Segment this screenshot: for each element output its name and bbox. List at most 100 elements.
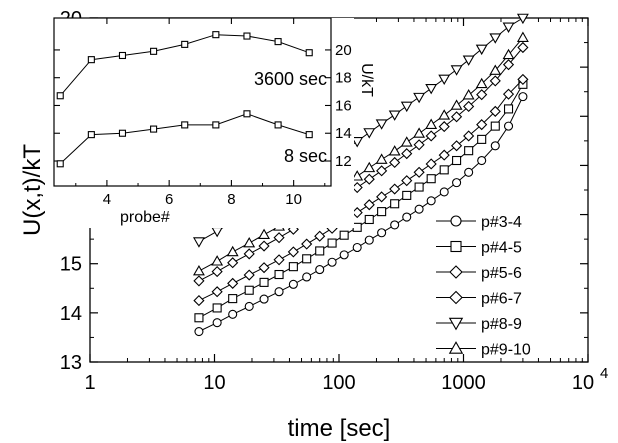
data-point [351,170,364,181]
legend-label: p#3-4 [481,214,522,231]
data-point [339,250,349,260]
data-point [477,134,487,144]
inset-series-3600-sec [56,31,313,100]
data-point [212,318,222,328]
inset-data-point [56,160,64,168]
data-point [288,279,298,289]
series-p5-6 [193,73,529,307]
legend: p#3-4 p#4-5 p#5-6 p#6-7 p#8-9 p#9-10 [436,214,531,359]
data-point [503,121,514,131]
inset-data-point [56,92,64,100]
data-point [516,31,529,42]
data-point [476,89,488,101]
data-point [192,237,205,248]
data-point [490,121,500,131]
inset-data-point [243,110,251,118]
inset-x-axis: 4 6 8 10 [75,18,326,208]
main-x-axis: 1 10 100 1000 10 4 [84,18,608,394]
inset-x-tick-label: 6 [165,191,173,208]
data-point [352,242,362,253]
data-point [464,167,474,177]
inset-data-point [305,49,313,57]
inset-data-point [150,125,158,133]
data-point [258,240,270,252]
inset-chart: 4 6 8 10 12 14 16 18 20 probe# U/kT 3600 sec 8 … [53,17,375,228]
x-axis-title: time [sec] [288,415,391,442]
data-point [244,285,254,295]
legend-marker [450,240,462,253]
data-point [462,55,475,66]
annotation-3600-sec: 3600 sec [254,69,327,89]
legend-item: p#8-9 [436,316,522,333]
data-point [426,196,436,206]
data-point [489,64,502,75]
legend-item: p#6-7 [436,291,522,308]
inset-data-point [274,38,282,46]
data-point [439,165,449,175]
data-point [400,136,413,147]
legend-label: p#6-7 [481,291,522,308]
inset-y-tick-label: 16 [335,97,352,114]
data-point [288,262,298,272]
legend-marker [450,215,462,227]
inset-data-point [181,40,189,48]
data-point [227,257,239,269]
data-point [377,228,387,238]
inset-y-axis-title: U/kT [358,63,375,97]
data-point [426,174,436,184]
data-point [315,246,325,256]
inset-y-tick-label: 20 [335,42,352,59]
data-point [414,204,424,214]
data-point [390,199,400,209]
inset-data-point [150,47,158,55]
legend-marker [448,341,464,354]
inset-data-point [305,131,313,139]
inset-y-tick-label: 18 [335,70,352,87]
data-point [490,141,500,151]
legend-marker [449,290,463,305]
data-point [503,104,514,114]
data-point [390,220,400,230]
legend-label: p#5-6 [481,265,522,282]
data-point [502,22,515,33]
data-point [475,77,488,89]
data-point [425,83,438,95]
data-point [518,92,528,102]
inset-x-tick-label: 4 [103,191,111,208]
inset-data-point [181,121,189,129]
data-point [243,236,256,248]
series-p4-5 [194,79,528,323]
legend-item: p#9-10 [436,341,531,359]
data-point [327,238,337,248]
data-point [273,254,285,266]
data-point [401,175,413,187]
data-point [301,238,313,250]
data-point [489,33,502,44]
series-p3-4 [194,92,528,337]
data-point [475,44,488,56]
main-series-group [192,13,529,337]
legend-label: p#9-10 [481,342,531,359]
data-point [400,101,413,113]
data-point [363,199,375,211]
data-point [489,105,501,117]
data-point [273,232,285,244]
inset-background [54,18,354,228]
data-point [452,155,462,166]
inset-data-point [212,31,220,39]
data-point [462,89,475,100]
data-point [517,73,529,86]
inset-series-8-sec [56,110,313,168]
data-point [389,156,401,169]
data-point [389,183,401,195]
y-tick-label: 14 [60,303,82,325]
data-point [477,155,487,166]
data-point [438,109,451,120]
data-point [193,294,205,307]
data-point [377,207,387,217]
data-point [259,277,269,287]
x-tick-label: 100 [322,372,355,394]
inset-y-axis: 12 14 16 18 20 [54,42,352,170]
data-point [227,277,239,289]
